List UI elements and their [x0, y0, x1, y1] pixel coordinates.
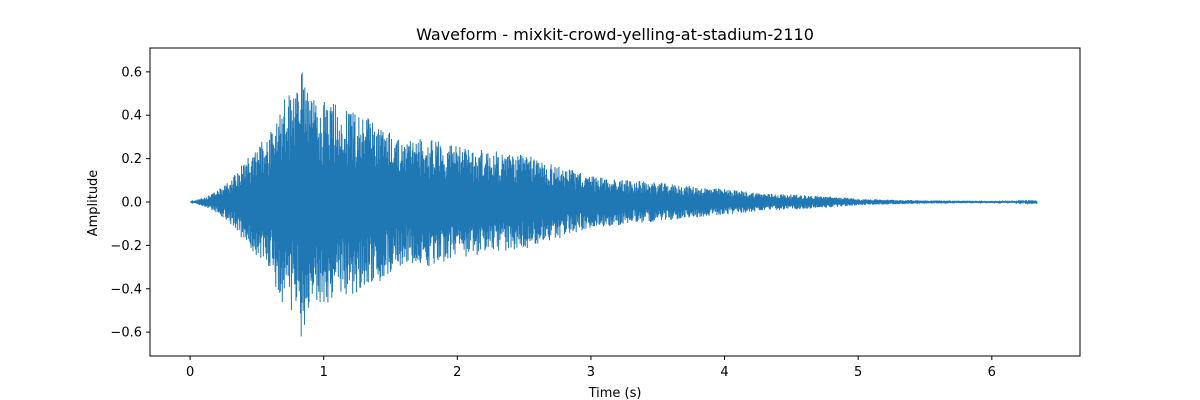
y-tick-label: 0.2: [121, 152, 142, 167]
x-tick-label: 2: [453, 365, 461, 380]
y-tick-label: 0.0: [121, 196, 142, 211]
x-tick-label: 5: [854, 365, 862, 380]
y-tick-label: 0.6: [121, 65, 142, 80]
x-axis: 0 1 2 3 4 5 6: [186, 356, 996, 380]
x-tick-label: 1: [320, 365, 328, 380]
y-tick-label: −0.4: [110, 282, 142, 297]
plot-area: [149, 47, 1081, 357]
x-tick-label: 6: [988, 365, 996, 380]
x-axis-label: Time (s): [588, 386, 642, 400]
y-tick-label: 0.4: [121, 109, 142, 124]
y-tick-label: −0.6: [110, 326, 142, 341]
y-axis-label: Amplitude: [86, 170, 101, 237]
y-tick-label: −0.2: [110, 239, 142, 254]
x-tick-label: 3: [587, 365, 595, 380]
x-tick-label: 0: [186, 365, 194, 380]
chart-title: Waveform - mixkit-crowd-yelling-at-stadi…: [416, 25, 814, 44]
x-tick-label: 4: [720, 365, 728, 380]
y-axis: −0.6 −0.4 −0.2 0.0 0.2 0.4 0.6: [110, 65, 150, 341]
waveform-series-line: [189, 72, 1038, 337]
